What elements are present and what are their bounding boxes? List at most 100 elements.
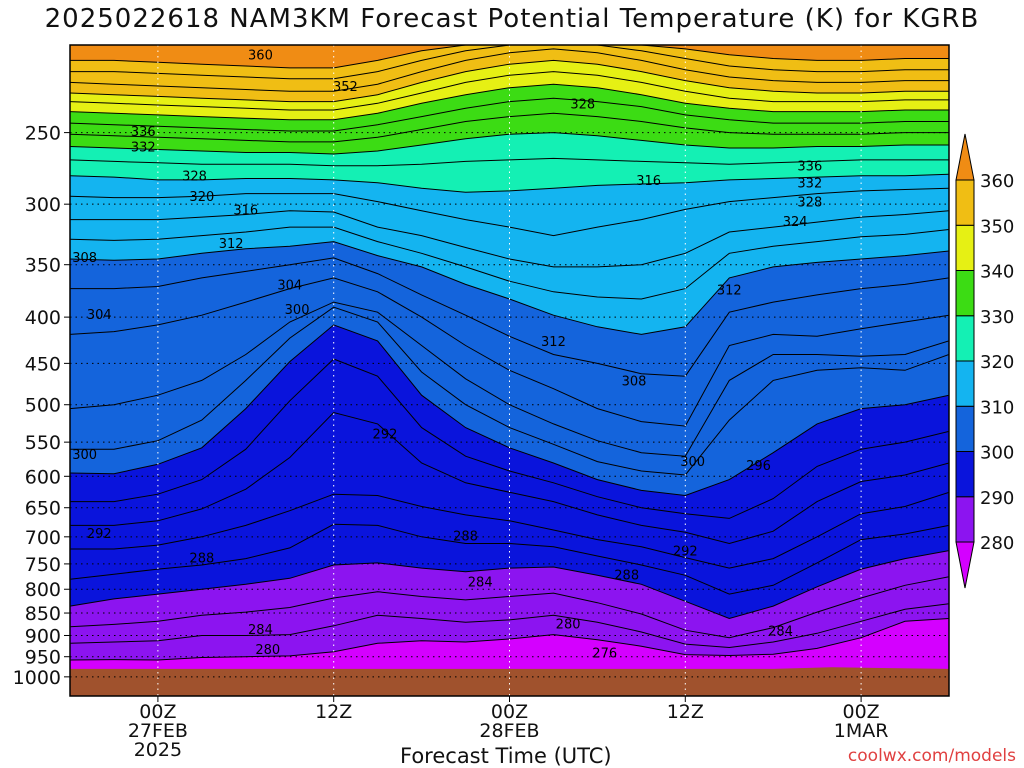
contour-label: 292 xyxy=(373,427,398,442)
isentrope-310 xyxy=(70,226,949,300)
contour-label: 308 xyxy=(622,374,647,389)
y-tick-label: 850 xyxy=(25,603,61,625)
contour-label: 292 xyxy=(673,545,698,560)
legend-label: 340 xyxy=(980,262,1014,283)
contour-label: 316 xyxy=(233,203,258,218)
contour-label: 280 xyxy=(255,643,280,658)
isentrope-284 xyxy=(70,603,949,649)
x-tick-label: 12Z xyxy=(667,701,704,723)
legend-swatch xyxy=(955,133,975,181)
legend-label: 290 xyxy=(980,488,1014,509)
x-axis-label: Forecast Time (UTC) xyxy=(400,744,612,768)
legend-swatch xyxy=(955,179,975,226)
contour-label: 332 xyxy=(797,177,822,192)
contour-label: 328 xyxy=(797,196,822,211)
isentrope-292 xyxy=(70,491,949,569)
y-tick-label: 600 xyxy=(25,466,61,488)
isentrope-336 xyxy=(70,97,949,132)
legend-label: 360 xyxy=(980,171,1014,192)
ground-fill xyxy=(70,667,949,696)
y-tick-label: 650 xyxy=(25,498,61,520)
contour-label: 352 xyxy=(333,80,358,95)
credit-text: coolwx.com/models xyxy=(847,746,1016,766)
contour-label: 304 xyxy=(87,308,112,323)
isentrope-layer xyxy=(70,45,949,661)
contour-label: 300 xyxy=(680,455,705,470)
contour-label: 332 xyxy=(131,140,156,155)
legend-swatch xyxy=(955,360,975,407)
contour-label: 328 xyxy=(182,170,207,185)
legend-label: 300 xyxy=(980,443,1014,464)
isentrope-340 xyxy=(70,83,949,121)
legend-swatch xyxy=(955,224,975,271)
legend-label: 350 xyxy=(980,216,1014,237)
contour-label: 328 xyxy=(570,97,595,112)
isentrope-296 xyxy=(70,358,949,519)
contour-label: 288 xyxy=(189,552,214,567)
contour-label: 288 xyxy=(453,530,478,545)
contour-label: 316 xyxy=(636,174,661,189)
contour-label: 284 xyxy=(248,623,273,638)
isentrope-300 xyxy=(70,306,949,476)
contour-label: 312 xyxy=(219,237,244,252)
chart-title: 2025022618 NAM3KM Forecast Potential Tem… xyxy=(44,4,980,34)
contour-label: 312 xyxy=(541,335,566,350)
contour-label: 336 xyxy=(131,125,156,140)
isentrope-302 xyxy=(70,301,949,457)
isentrope-360 xyxy=(70,45,949,69)
isentrope-306 xyxy=(70,257,949,377)
contour-label: 308 xyxy=(72,251,97,266)
color-legend: 280 290 300 310 320 330 340 350 360 xyxy=(955,133,1014,589)
contour-label: 280 xyxy=(556,618,581,633)
y-tick-label: 450 xyxy=(25,353,61,375)
legend-swatch xyxy=(955,315,975,362)
isentrope-352 xyxy=(70,48,949,92)
contour-label: 296 xyxy=(746,459,771,474)
y-tick-label: 800 xyxy=(25,579,61,601)
x-tick-label: 12Z xyxy=(315,701,352,723)
x-tick-label: 28FEB xyxy=(479,720,539,742)
y-tick-label: 550 xyxy=(25,432,61,454)
isentrope-324 xyxy=(70,157,949,167)
legend-swatch xyxy=(955,541,975,589)
legend-swatch xyxy=(955,496,975,543)
legend-label: 280 xyxy=(980,533,1014,554)
y-tick-label: 500 xyxy=(25,395,61,417)
x-tick-label: 00Z xyxy=(491,701,528,723)
legend-label: 310 xyxy=(980,397,1014,418)
y-tick-label: 1000 xyxy=(13,667,61,689)
isentrope-290 xyxy=(70,523,949,595)
contour-label: 288 xyxy=(614,569,639,584)
contour-label: 300 xyxy=(285,303,310,318)
grid-layer xyxy=(70,45,949,696)
y-tick-label: 250 xyxy=(25,123,61,145)
contour-label: 304 xyxy=(277,278,302,293)
fill-band-360 xyxy=(70,45,949,68)
ground-layer xyxy=(70,667,949,696)
legend-swatch xyxy=(955,270,975,317)
contour-label: 276 xyxy=(592,647,617,662)
isentrope-294 xyxy=(70,411,949,545)
contour-label: 324 xyxy=(783,215,808,230)
contour-label: 292 xyxy=(87,527,112,542)
isentrope-312 xyxy=(70,210,949,268)
legend-label: 330 xyxy=(980,307,1014,328)
x-tick-label: 27FEB xyxy=(128,720,188,742)
contour-label: 336 xyxy=(797,160,822,175)
contour-label: 360 xyxy=(248,49,273,64)
x-tick-label: 2025 xyxy=(134,739,182,761)
legend-label: 320 xyxy=(980,352,1014,373)
contour-label: 320 xyxy=(189,190,214,205)
contour-label: 284 xyxy=(468,575,493,590)
legend-swatch xyxy=(955,451,975,498)
y-tick-label: 950 xyxy=(25,647,61,669)
isentrope-356 xyxy=(70,45,949,80)
y-tick-label: 900 xyxy=(25,625,61,647)
contour-label: 300 xyxy=(72,448,97,463)
isentrope-344 xyxy=(70,71,949,111)
isentrope-320 xyxy=(70,173,949,193)
contour-label: 284 xyxy=(768,625,793,640)
